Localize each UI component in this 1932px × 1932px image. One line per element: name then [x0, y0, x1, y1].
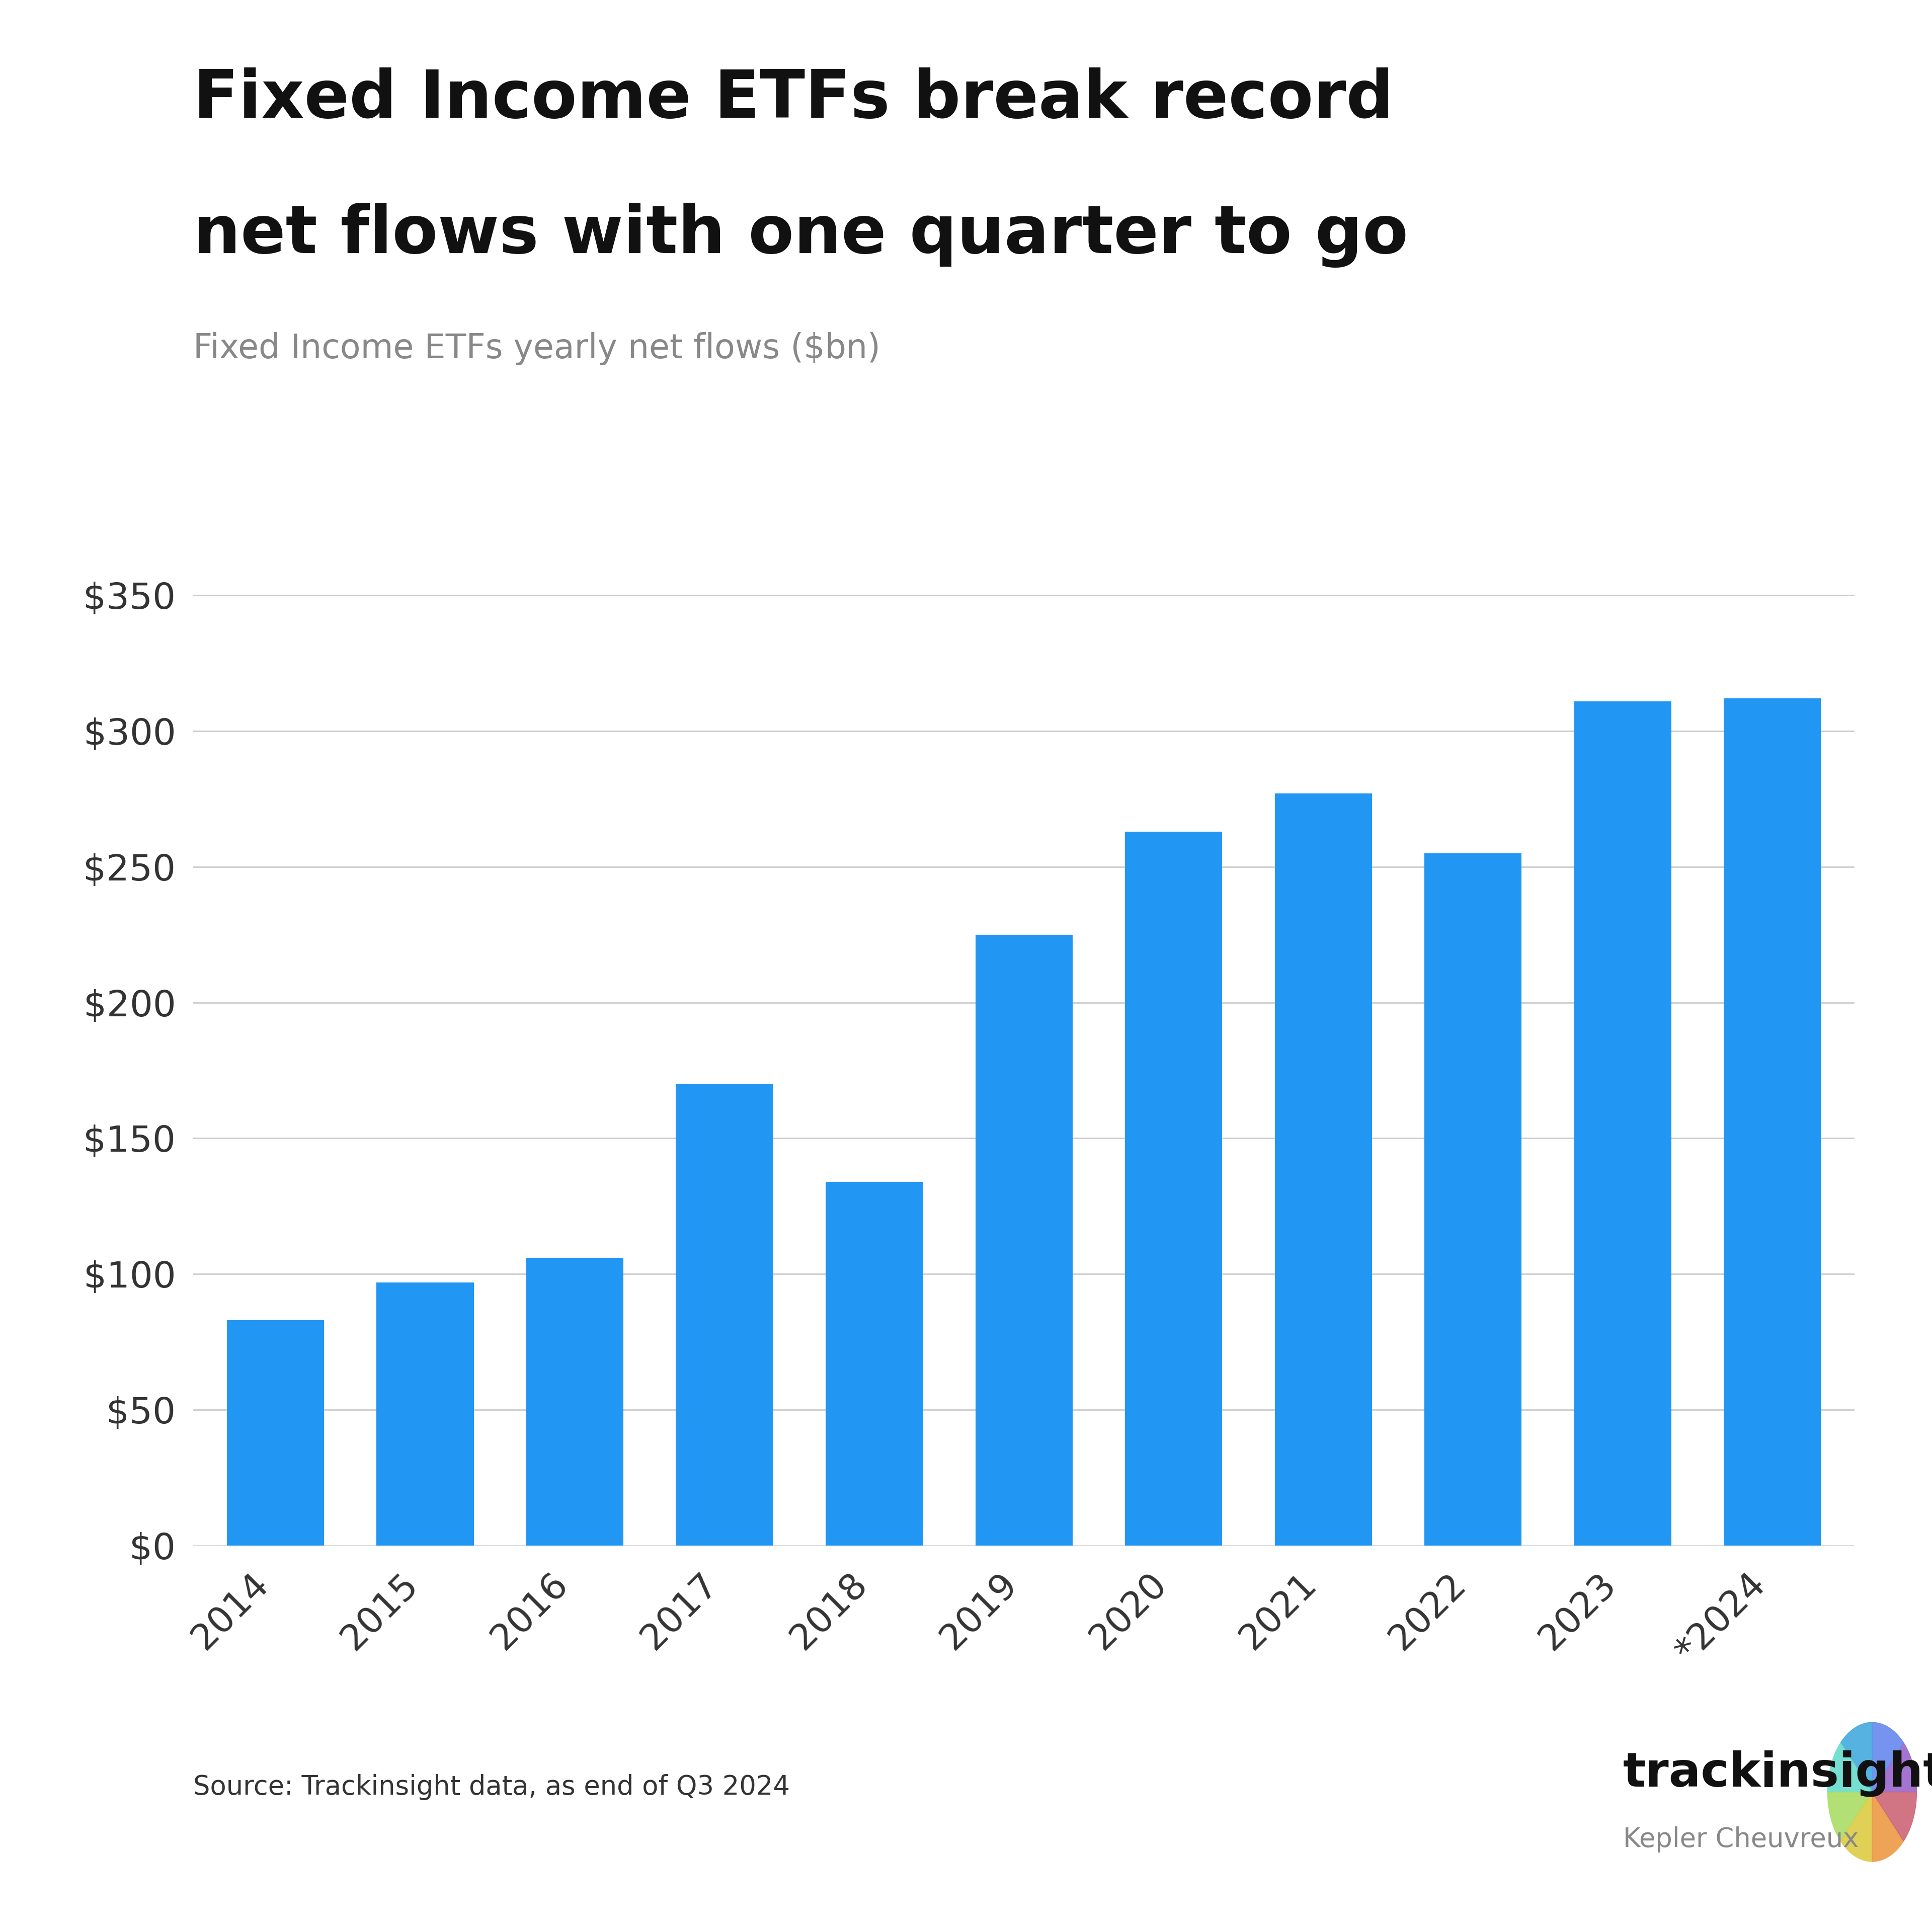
Bar — [1275, 794, 1372, 1546]
Text: Kepler Cheuvreux: Kepler Cheuvreux — [1623, 1826, 1859, 1853]
Text: net flows with one quarter to go: net flows with one quarter to go — [193, 203, 1408, 269]
Polygon shape — [1872, 1723, 1903, 1793]
Polygon shape — [1872, 1793, 1917, 1841]
Polygon shape — [1872, 1793, 1903, 1862]
Bar — [1723, 699, 1822, 1546]
Polygon shape — [1841, 1793, 1872, 1862]
Text: Fixed Income ETFs break record: Fixed Income ETFs break record — [193, 68, 1393, 131]
Bar — [226, 1320, 325, 1546]
Bar — [377, 1283, 473, 1546]
Bar — [825, 1182, 923, 1546]
Bar — [976, 935, 1072, 1546]
Bar — [676, 1084, 773, 1546]
Bar — [1575, 701, 1671, 1546]
Text: Fixed Income ETFs yearly net flows ($bn): Fixed Income ETFs yearly net flows ($bn) — [193, 332, 881, 365]
Text: trackinsight: trackinsight — [1623, 1750, 1932, 1797]
Polygon shape — [1828, 1793, 1872, 1841]
Bar — [1424, 854, 1522, 1546]
Polygon shape — [1828, 1743, 1872, 1793]
Bar — [526, 1258, 624, 1546]
Text: Source: Trackinsight data, as end of Q3 2024: Source: Trackinsight data, as end of Q3 … — [193, 1774, 790, 1801]
Polygon shape — [1872, 1743, 1917, 1793]
Polygon shape — [1841, 1723, 1872, 1793]
Bar — [1124, 831, 1223, 1546]
